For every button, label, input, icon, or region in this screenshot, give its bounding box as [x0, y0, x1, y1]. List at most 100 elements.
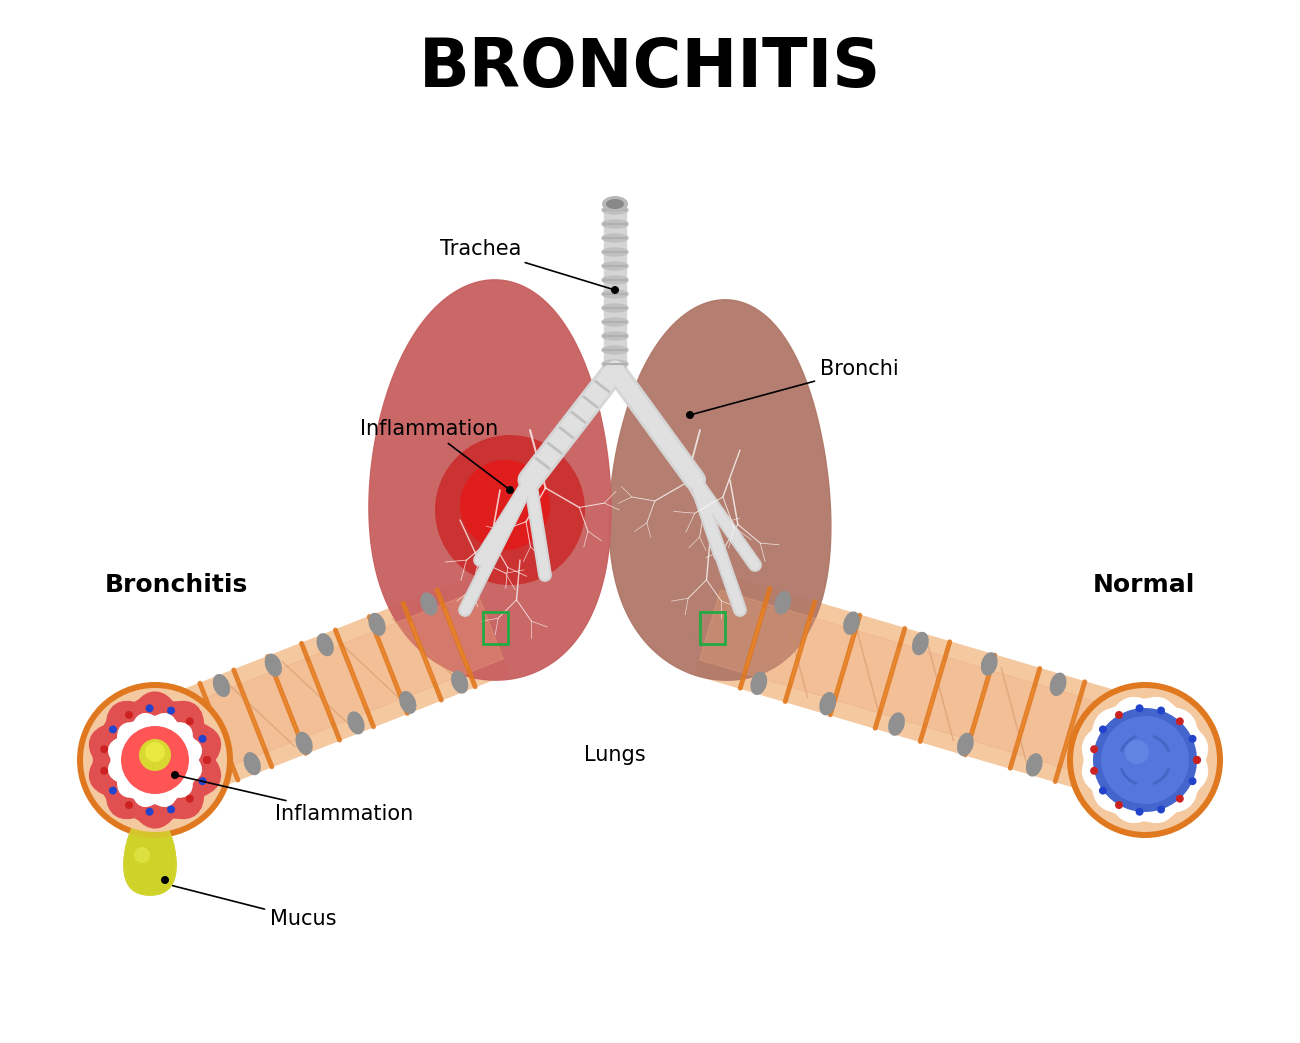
Circle shape	[199, 777, 207, 785]
Circle shape	[1136, 807, 1144, 816]
Circle shape	[1193, 756, 1201, 765]
Ellipse shape	[888, 712, 905, 735]
Circle shape	[77, 682, 233, 838]
Ellipse shape	[980, 652, 997, 676]
Polygon shape	[610, 299, 831, 680]
Ellipse shape	[316, 633, 334, 656]
Circle shape	[1072, 688, 1217, 832]
Circle shape	[146, 807, 153, 816]
Circle shape	[686, 411, 694, 419]
Polygon shape	[369, 280, 611, 680]
Ellipse shape	[750, 672, 767, 695]
Text: Inflammation: Inflammation	[360, 419, 508, 488]
Circle shape	[1188, 777, 1196, 785]
Ellipse shape	[602, 276, 628, 284]
Ellipse shape	[602, 207, 628, 214]
Circle shape	[146, 704, 153, 712]
Ellipse shape	[1026, 753, 1043, 777]
Circle shape	[172, 771, 179, 779]
Polygon shape	[124, 811, 176, 895]
Ellipse shape	[368, 613, 386, 636]
Ellipse shape	[775, 591, 792, 614]
Text: Lungs: Lungs	[584, 745, 646, 765]
Ellipse shape	[602, 220, 628, 228]
Circle shape	[161, 876, 169, 884]
Circle shape	[1091, 745, 1098, 753]
Text: Bronchi: Bronchi	[693, 359, 898, 414]
Polygon shape	[124, 811, 176, 895]
Polygon shape	[109, 714, 200, 806]
Ellipse shape	[420, 592, 438, 615]
Circle shape	[1115, 711, 1123, 719]
Bar	[699, 612, 725, 644]
Circle shape	[1188, 735, 1196, 743]
Ellipse shape	[602, 262, 628, 270]
Circle shape	[100, 745, 108, 753]
Circle shape	[109, 786, 117, 795]
Ellipse shape	[399, 690, 416, 714]
Circle shape	[611, 286, 619, 294]
Ellipse shape	[602, 360, 628, 368]
Circle shape	[168, 805, 176, 814]
Ellipse shape	[602, 318, 628, 326]
Ellipse shape	[602, 248, 628, 256]
Ellipse shape	[957, 733, 974, 756]
Ellipse shape	[347, 711, 364, 734]
Circle shape	[186, 795, 194, 803]
Circle shape	[1098, 786, 1106, 795]
Circle shape	[186, 718, 194, 725]
Ellipse shape	[213, 674, 230, 697]
Ellipse shape	[295, 732, 313, 755]
Ellipse shape	[602, 346, 628, 354]
Ellipse shape	[451, 671, 468, 694]
Ellipse shape	[602, 290, 628, 298]
Circle shape	[121, 726, 188, 794]
Text: BRONCHITIS: BRONCHITIS	[419, 35, 881, 101]
Polygon shape	[690, 615, 1140, 739]
Circle shape	[146, 742, 165, 762]
Polygon shape	[160, 615, 510, 739]
Ellipse shape	[265, 654, 282, 677]
Circle shape	[506, 486, 514, 494]
Circle shape	[83, 688, 228, 832]
Circle shape	[1175, 795, 1184, 803]
Polygon shape	[166, 577, 510, 794]
Circle shape	[121, 726, 188, 794]
Text: Mucus: Mucus	[173, 886, 337, 929]
Ellipse shape	[913, 632, 928, 655]
Circle shape	[1115, 801, 1123, 809]
Polygon shape	[172, 591, 503, 779]
Circle shape	[1157, 706, 1165, 714]
Circle shape	[168, 706, 176, 714]
Circle shape	[199, 735, 207, 743]
Text: Bronchitis: Bronchitis	[105, 573, 248, 597]
Circle shape	[1101, 715, 1190, 804]
Ellipse shape	[606, 199, 624, 209]
Ellipse shape	[602, 332, 628, 340]
Circle shape	[109, 726, 117, 733]
Ellipse shape	[844, 611, 859, 635]
Circle shape	[1124, 739, 1149, 765]
Circle shape	[203, 756, 211, 765]
Ellipse shape	[602, 234, 628, 242]
Circle shape	[1157, 805, 1165, 814]
Ellipse shape	[819, 692, 836, 715]
Circle shape	[1193, 756, 1201, 765]
Circle shape	[125, 711, 133, 719]
Polygon shape	[699, 590, 1126, 780]
Ellipse shape	[243, 752, 261, 775]
Circle shape	[139, 739, 172, 771]
Bar	[484, 612, 508, 644]
Text: Inflammation: Inflammation	[178, 776, 413, 824]
Circle shape	[1091, 767, 1098, 775]
Circle shape	[125, 801, 133, 809]
Ellipse shape	[460, 460, 550, 550]
Circle shape	[1136, 704, 1144, 712]
Polygon shape	[90, 693, 221, 828]
Text: Normal: Normal	[1092, 573, 1195, 597]
Circle shape	[203, 756, 211, 765]
Polygon shape	[696, 575, 1130, 795]
Ellipse shape	[436, 435, 585, 585]
Circle shape	[1067, 682, 1223, 838]
Ellipse shape	[602, 196, 628, 212]
